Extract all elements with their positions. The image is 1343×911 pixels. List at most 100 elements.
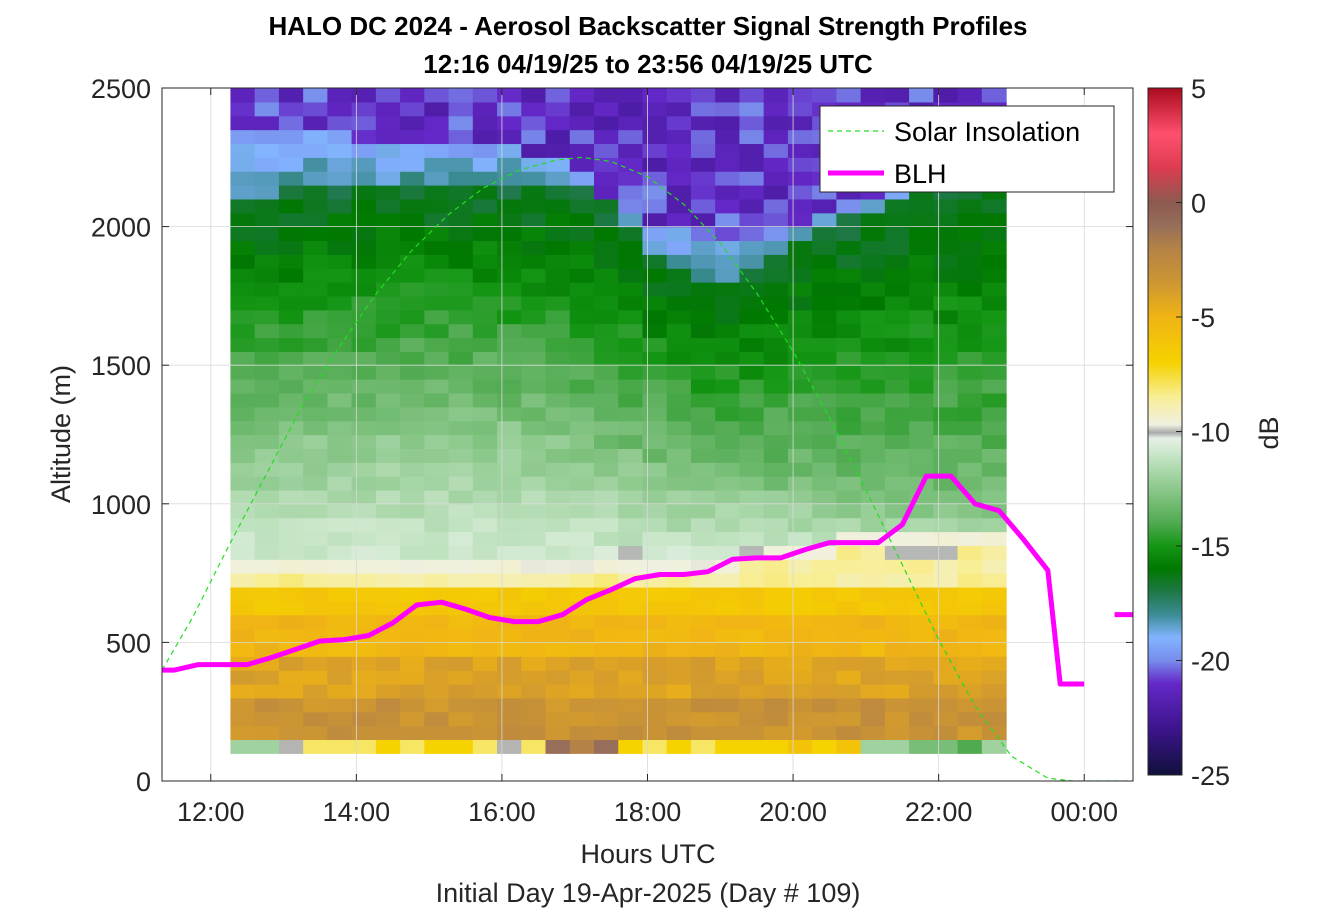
- heatmap-cell: [884, 323, 910, 339]
- heatmap-cell: [545, 115, 571, 131]
- heatmap-cell: [424, 739, 450, 754]
- heatmap-cell: [594, 600, 619, 616]
- heatmap-cell: [278, 683, 304, 699]
- heatmap-cell: [230, 739, 256, 754]
- heatmap-cell: [715, 198, 741, 214]
- heatmap-cell: [981, 462, 1007, 477]
- y-tick-label: 0: [136, 767, 151, 797]
- heatmap-cell: [666, 157, 692, 172]
- heatmap-cell: [400, 365, 425, 380]
- heatmap-cell: [642, 600, 668, 616]
- heatmap-cell: [666, 448, 692, 463]
- heatmap-cell: [448, 198, 474, 214]
- heatmap-cell: [763, 323, 789, 339]
- heatmap-cell: [375, 739, 401, 754]
- heatmap-cell: [909, 600, 934, 616]
- heatmap-cell: [763, 406, 789, 422]
- heatmap-cell: [715, 670, 741, 685]
- heatmap-cell: [957, 282, 983, 297]
- heatmap-cell: [448, 739, 474, 754]
- heatmap-cell: [254, 489, 280, 505]
- chart-subtitle: 12:16 04/19/25 to 23:56 04/19/25 UTC: [423, 49, 873, 79]
- heatmap-cell: [715, 226, 741, 242]
- heatmap-cell: [860, 489, 886, 505]
- heatmap-cell: [497, 545, 522, 560]
- heatmap-cell: [424, 614, 450, 630]
- heatmap-cell: [690, 503, 716, 519]
- heatmap-cell: [351, 739, 377, 754]
- heatmap-cell: [860, 392, 886, 408]
- heatmap-cell: [715, 614, 741, 630]
- heatmap-cell: [497, 406, 522, 422]
- heatmap-cell: [618, 240, 644, 255]
- heatmap-cell: [254, 254, 280, 269]
- heatmap-cell: [472, 476, 498, 491]
- heatmap-cell: [957, 642, 983, 657]
- heatmap-cell: [836, 434, 862, 449]
- heatmap-cell: [787, 143, 813, 158]
- heatmap-cell: [642, 670, 668, 685]
- heatmap-cell: [351, 614, 377, 630]
- heatmap-cell: [594, 282, 619, 297]
- heatmap-cell: [472, 295, 498, 311]
- heatmap-cell: [569, 573, 595, 588]
- heatmap-cell: [230, 351, 256, 366]
- heatmap-cell: [448, 628, 474, 643]
- heatmap-cell: [642, 420, 668, 436]
- legend-solar-label: Solar Insolation: [894, 117, 1080, 147]
- heatmap-cell: [400, 697, 425, 713]
- heatmap-cell: [666, 254, 692, 269]
- heatmap-cell: [618, 323, 644, 339]
- heatmap-cell: [303, 282, 328, 297]
- heatmap-cell: [836, 725, 862, 741]
- heatmap-cell: [618, 171, 644, 186]
- y-tick-label: 2000: [91, 213, 151, 243]
- heatmap-cell: [957, 628, 983, 643]
- heatmap-cell: [569, 559, 595, 574]
- heatmap-cell: [521, 392, 547, 408]
- heatmap-cell: [521, 448, 547, 463]
- heatmap-cell: [375, 88, 401, 103]
- heatmap-cell: [836, 379, 862, 394]
- heatmap-cell: [739, 379, 765, 394]
- heatmap-cell: [642, 240, 668, 255]
- heatmap-cell: [594, 240, 619, 255]
- heatmap-cell: [739, 406, 765, 422]
- heatmap-cell: [594, 309, 619, 325]
- heatmap-cell: [230, 129, 256, 145]
- heatmap-cell: [666, 476, 692, 491]
- heatmap-cell: [424, 420, 450, 436]
- heatmap-cell: [739, 212, 765, 228]
- heatmap-cell: [569, 683, 595, 699]
- heatmap-cell: [690, 254, 716, 269]
- heatmap-cell: [715, 489, 741, 505]
- heatmap-cell: [909, 392, 934, 408]
- heatmap-cell: [521, 406, 547, 422]
- heatmap-cell: [594, 115, 619, 131]
- heatmap-cell: [812, 226, 837, 242]
- heatmap-cell: [375, 462, 401, 477]
- heatmap-cell: [497, 185, 522, 200]
- heatmap-cell: [666, 365, 692, 380]
- heatmap-cell: [933, 365, 959, 380]
- heatmap-cell: [230, 628, 256, 643]
- heatmap-cell: [739, 115, 765, 131]
- heatmap-cell: [836, 240, 862, 255]
- heatmap-cell: [230, 503, 256, 519]
- heatmap-cell: [424, 101, 450, 117]
- heatmap-cell: [642, 642, 668, 657]
- heatmap-cell: [230, 254, 256, 269]
- heatmap-cell: [230, 115, 256, 131]
- heatmap-cell: [690, 476, 716, 491]
- heatmap-cell: [836, 212, 862, 228]
- heatmap-cell: [739, 392, 765, 408]
- heatmap-cell: [400, 559, 425, 574]
- heatmap-cell: [278, 559, 304, 574]
- heatmap-cell: [594, 683, 619, 699]
- heatmap-cell: [303, 420, 328, 436]
- solar-insolation-line: [162, 156, 1133, 781]
- heatmap-cell: [739, 670, 765, 685]
- heatmap-cell: [230, 240, 256, 255]
- heatmap-cell: [812, 586, 837, 602]
- heatmap-cell: [278, 254, 304, 269]
